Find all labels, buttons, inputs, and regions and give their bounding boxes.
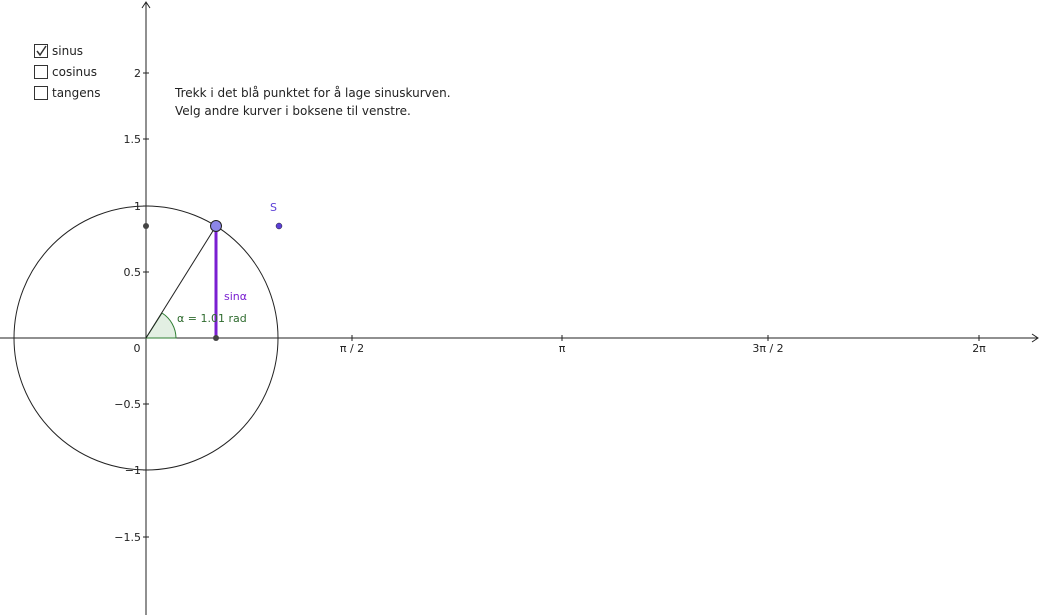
checkbox-label[interactable]: tangens <box>52 86 101 100</box>
x-projection-point <box>213 335 219 341</box>
point-label: S <box>270 201 277 214</box>
x-tick-label: π / 2 <box>340 342 364 355</box>
checkbox-label[interactable]: cosinus <box>52 65 97 79</box>
x-axis-arrow <box>1031 333 1039 343</box>
origin-label: 0 <box>134 342 141 355</box>
y-tick-label: −0.5 <box>114 398 141 411</box>
angle-sector <box>145 312 177 339</box>
y-tick-label: 2 <box>134 67 141 80</box>
checkbox[interactable] <box>34 86 48 100</box>
y-axis-arrow <box>141 1 151 9</box>
instruction-line: Trekk i det blå punktet for å lage sinus… <box>174 86 451 100</box>
y-tick-label: 1 <box>134 200 141 213</box>
y-tick-label: −1 <box>125 464 141 477</box>
instruction-line: Velg andre kurver i boksene til venstre. <box>175 104 411 118</box>
checkbox-label[interactable]: sinus <box>52 44 83 58</box>
checkmark <box>36 45 47 57</box>
segment-label: sinα <box>224 290 247 303</box>
drag-point[interactable] <box>210 220 222 232</box>
y-tick-label: 1.5 <box>124 133 142 146</box>
x-tick-label: π <box>559 342 566 355</box>
x-tick-label: 3π / 2 <box>752 342 783 355</box>
point-s <box>275 222 283 230</box>
x-tick-label: 2π <box>972 342 986 355</box>
angle-label: α = 1.01 rad <box>177 312 247 325</box>
checkbox[interactable] <box>34 65 48 79</box>
y-projection-point <box>143 223 149 229</box>
y-tick-label: −1.5 <box>114 531 141 544</box>
radius <box>145 225 217 339</box>
y-tick-label: 0.5 <box>124 266 142 279</box>
